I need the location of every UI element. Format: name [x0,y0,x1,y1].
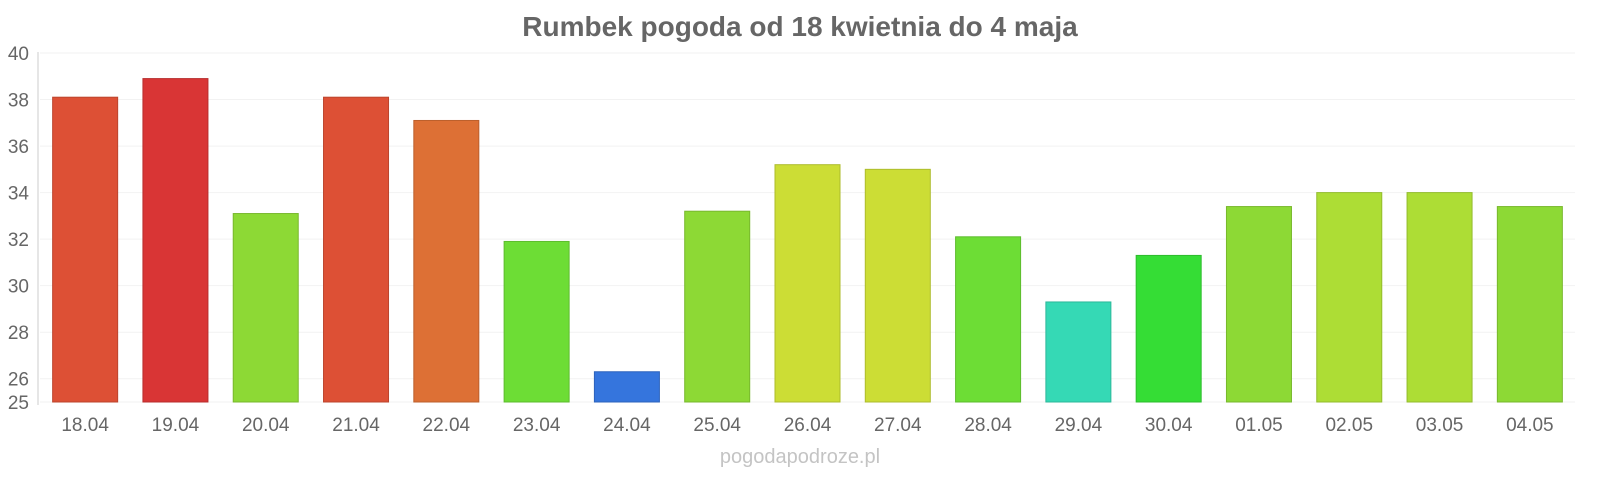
bar-27.04[interactable] [864,168,931,403]
x-tick-label: 04.05 [1506,415,1554,436]
y-tick-label: 26 [8,370,29,391]
y-tick-label: 32 [8,230,29,251]
y-tick-label: 40 [8,44,29,65]
y-tick-label: 36 [8,137,29,158]
bar-23.04[interactable] [503,240,570,403]
x-tick-label: 21.04 [332,415,380,436]
x-tick-label: 26.04 [784,415,832,436]
bar-29.04[interactable] [1045,301,1112,403]
bar-28.04[interactable] [955,236,1022,403]
x-tick-label: 22.04 [423,415,471,436]
x-tick-label: 01.05 [1235,415,1283,436]
y-tick-label: 28 [8,323,29,344]
x-tick-label: 19.04 [152,415,200,436]
x-tick-label: 28.04 [964,415,1012,436]
bar-22.04[interactable] [413,119,480,403]
bar-30.04[interactable] [1135,254,1202,403]
y-tick-label: 25 [8,393,29,414]
x-tick-label: 25.04 [693,415,741,436]
y-tick-label: 30 [8,277,29,298]
x-tick-label: 23.04 [513,415,561,436]
bar-20.04[interactable] [232,213,299,403]
bar-04.05[interactable] [1496,206,1563,403]
x-tick-label: 27.04 [874,415,922,436]
bar-03.05[interactable] [1406,192,1473,403]
x-tick-label: 29.04 [1055,415,1103,436]
x-tick-label: 24.04 [603,415,651,436]
bar-21.04[interactable] [323,96,390,403]
bar-01.05[interactable] [1225,206,1292,403]
x-axis-ticks: 18.04 19.04 20.04 21.04 22.04 23.04 24.04 25.04… [61,415,1553,436]
bar-24.04[interactable] [593,371,660,403]
bar-02.05[interactable] [1316,192,1383,403]
x-tick-label: 30.04 [1145,415,1193,436]
y-tick-label: 34 [8,184,30,205]
bar-19.04[interactable] [142,78,209,403]
bar-26.04[interactable] [774,164,841,403]
x-tick-label: 02.05 [1325,415,1373,436]
x-tick-label: 18.04 [61,415,109,436]
watermark-text: pogodapodroze.pl [720,446,880,468]
x-tick-label: 20.04 [242,415,290,436]
x-tick-label: 03.05 [1416,415,1464,436]
bars [52,78,1563,403]
y-tick-label: 38 [8,91,29,112]
chart-title: Rumbek pogoda od 18 kwietnia do 4 maja [522,11,1078,42]
bar-25.04[interactable] [684,210,751,403]
bar-18.04[interactable] [52,96,119,403]
